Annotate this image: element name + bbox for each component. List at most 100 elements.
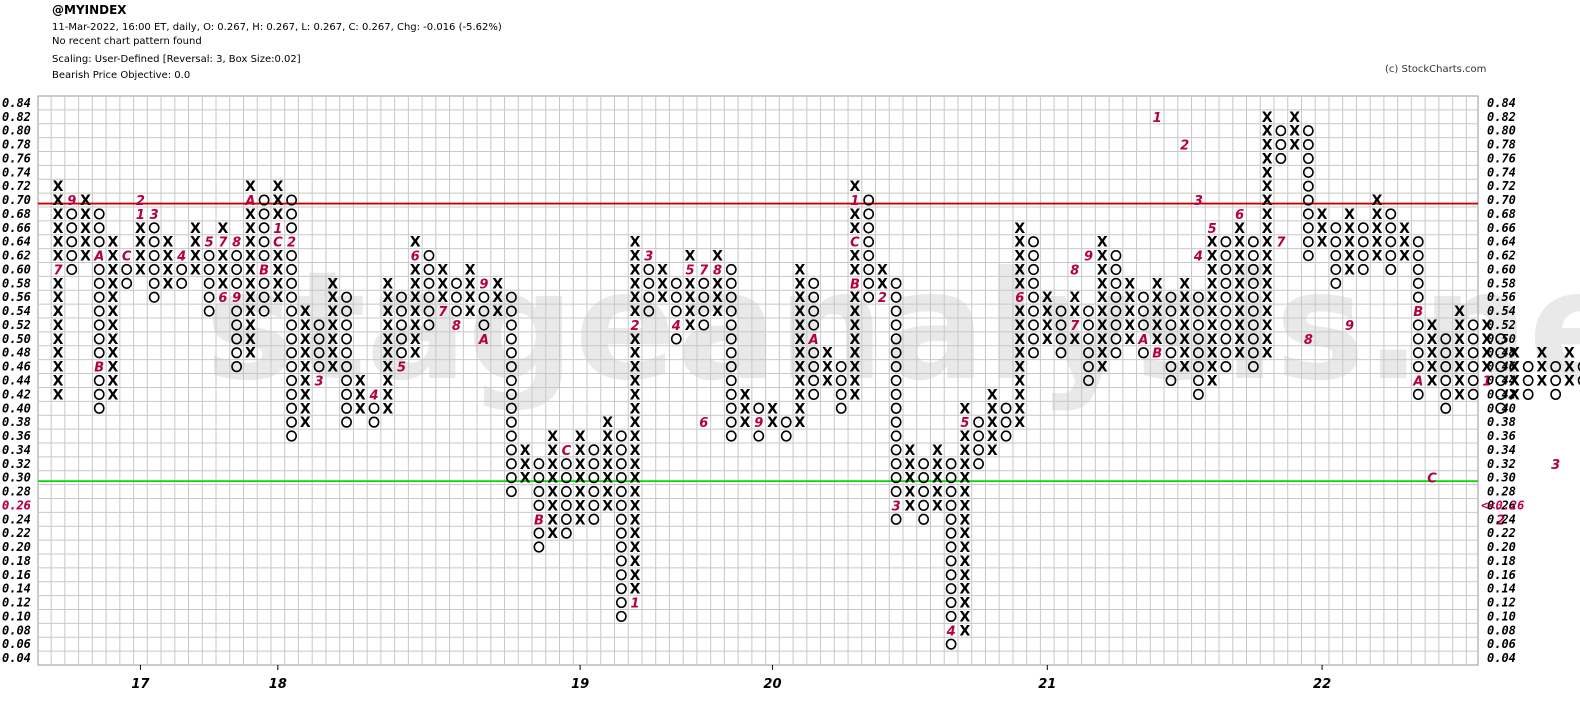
o-mark xyxy=(1247,263,1259,276)
o-mark xyxy=(506,444,517,456)
y-tick-right: 0.20 xyxy=(1487,540,1516,554)
x-mark: X xyxy=(795,346,806,362)
o-mark xyxy=(1193,305,1204,317)
o-mark xyxy=(368,402,380,414)
o-mark xyxy=(451,291,462,303)
o-mark xyxy=(258,305,270,317)
o-mark xyxy=(506,291,517,303)
o-mark xyxy=(945,513,957,525)
o-mark xyxy=(286,305,297,317)
o-mark xyxy=(93,236,105,248)
y-tick-right: 0.76 xyxy=(1487,151,1516,165)
o-mark xyxy=(863,277,875,289)
month-label: A xyxy=(808,333,819,348)
x-mark: X xyxy=(904,443,915,459)
o-mark xyxy=(1467,347,1479,359)
x-mark: X xyxy=(1097,235,1108,251)
year-label: 21 xyxy=(1038,677,1056,692)
o-mark xyxy=(341,319,352,331)
o-mark xyxy=(1247,305,1259,317)
o-mark xyxy=(258,194,270,206)
x-mark: X xyxy=(108,249,119,265)
y-tick-left: 0.70 xyxy=(2,193,31,207)
o-mark xyxy=(1302,194,1314,206)
x-mark: X xyxy=(850,179,861,195)
o-mark xyxy=(1550,374,1562,387)
o-mark xyxy=(286,208,297,220)
x-mark: X xyxy=(1179,346,1190,362)
o-mark xyxy=(1110,347,1122,359)
x-mark: X xyxy=(382,290,393,306)
o-mark xyxy=(725,305,737,317)
o-mark xyxy=(1330,236,1342,248)
y-tick-left: 0.80 xyxy=(2,124,31,138)
x-mark: X xyxy=(245,207,256,223)
o-mark xyxy=(286,347,297,359)
month-label: C xyxy=(850,236,860,251)
o-mark xyxy=(368,416,380,428)
x-mark: X xyxy=(245,235,256,251)
x-mark: X xyxy=(80,207,91,223)
y-tick-right: 0.48 xyxy=(1487,346,1516,360)
o-mark xyxy=(203,249,215,262)
o-mark xyxy=(1385,222,1397,234)
o-mark xyxy=(615,569,627,581)
x-mark: X xyxy=(1207,318,1218,334)
y-tick-right: 0.10 xyxy=(1487,609,1516,623)
o-mark xyxy=(1440,347,1452,359)
o-mark xyxy=(93,347,105,359)
month-label: 1 xyxy=(1482,375,1491,390)
x-mark: X xyxy=(410,290,421,306)
o-mark xyxy=(560,513,572,525)
x-mark: X xyxy=(1344,221,1355,237)
o-mark xyxy=(1247,249,1259,262)
x-mark: X xyxy=(547,526,558,542)
x-mark: X xyxy=(1069,290,1080,306)
x-mark: X xyxy=(190,262,201,278)
x-mark: X xyxy=(410,318,421,334)
month-label: 2 xyxy=(287,236,296,251)
x-mark: X xyxy=(108,235,119,251)
o-mark xyxy=(1302,236,1314,248)
x-mark: X xyxy=(1069,332,1080,348)
x-mark: X xyxy=(1042,290,1053,306)
x-mark: X xyxy=(712,290,723,306)
o-mark xyxy=(835,388,847,400)
x-mark: X xyxy=(135,262,146,278)
y-tick-left: 0.76 xyxy=(2,151,31,165)
x-mark: X xyxy=(712,249,723,265)
o-mark xyxy=(341,291,352,303)
month-label: 9 xyxy=(232,291,241,306)
x-mark: X xyxy=(1262,110,1273,126)
chart-grid xyxy=(37,95,1479,666)
y-tick-left: 0.40 xyxy=(2,401,31,415)
o-mark xyxy=(1467,374,1479,387)
x-mark: X xyxy=(245,262,256,278)
o-mark xyxy=(203,291,215,303)
x-mark: X xyxy=(53,207,64,223)
x-mark: X xyxy=(1152,276,1163,292)
o-mark xyxy=(1522,374,1534,387)
x-mark: X xyxy=(410,235,421,251)
o-mark xyxy=(506,416,517,428)
x-mark: X xyxy=(575,429,586,445)
o-mark xyxy=(533,485,545,498)
o-mark xyxy=(286,194,297,206)
o-mark xyxy=(890,430,902,442)
x-mark: X xyxy=(1289,138,1300,154)
o-mark xyxy=(1138,305,1149,317)
y-tick-left: 0.66 xyxy=(2,221,31,235)
x-mark: X xyxy=(1014,401,1025,417)
month-label: 8 xyxy=(452,319,461,334)
y-tick-right: 0.08 xyxy=(1487,623,1516,637)
o-mark xyxy=(203,305,215,317)
x-mark: X xyxy=(959,526,970,542)
o-mark xyxy=(93,222,105,234)
month-label: C xyxy=(273,236,283,251)
x-mark: X xyxy=(1207,290,1218,306)
y-tick-right: 0.34 xyxy=(1487,443,1516,457)
x-mark: X xyxy=(1207,249,1218,265)
y-tick-left: 0.18 xyxy=(2,554,31,568)
x-mark: X xyxy=(685,276,696,292)
o-mark xyxy=(1495,361,1507,373)
